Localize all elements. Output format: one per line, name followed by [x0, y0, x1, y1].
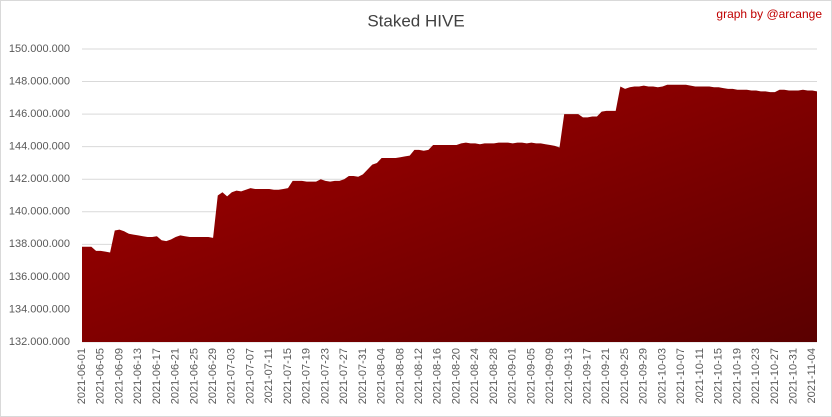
x-tick-label: 2021-08-04 — [376, 348, 388, 404]
x-tick-label: 2021-06-13 — [132, 348, 144, 404]
x-tick-label: 2021-06-09 — [113, 348, 125, 404]
x-tick-label: 2021-10-19 — [731, 348, 743, 404]
x-tick-label: 2021-10-23 — [750, 348, 762, 404]
chart-title: Staked HIVE — [367, 11, 464, 30]
annotation: graph by @arcange — [716, 7, 822, 21]
x-tick-label: 2021-07-27 — [338, 348, 350, 404]
x-tick-label: 2021-07-03 — [226, 348, 238, 404]
y-tick-label: 144.000.000 — [9, 141, 70, 153]
y-tick-label: 142.000.000 — [9, 173, 70, 185]
x-tick-label: 2021-09-01 — [507, 348, 519, 404]
y-tick-label: 136.000.000 — [9, 271, 70, 283]
x-tick-label: 2021-06-29 — [207, 348, 219, 404]
x-tick-label: 2021-06-21 — [170, 348, 182, 404]
x-tick-label: 2021-06-05 — [95, 348, 107, 404]
x-tick-label: 2021-07-07 — [244, 348, 256, 404]
x-tick-label: 2021-10-03 — [656, 348, 668, 404]
x-tick-label: 2021-07-31 — [357, 348, 369, 404]
x-tick-label: 2021-08-08 — [394, 348, 406, 404]
x-tick-label: 2021-09-13 — [563, 348, 575, 404]
x-tick-label: 2021-09-05 — [525, 348, 537, 404]
x-tick-label: 2021-10-11 — [694, 348, 706, 403]
x-tick-label: 2021-09-25 — [619, 348, 631, 404]
x-tick-label: 2021-10-27 — [769, 348, 781, 404]
y-tick-label: 146.000.000 — [9, 108, 70, 120]
x-tick-label: 2021-08-12 — [413, 348, 425, 404]
x-tick-label: 2021-07-23 — [319, 348, 331, 404]
x-tick-label: 2021-08-28 — [488, 348, 500, 404]
area — [82, 84, 817, 343]
x-tick-label: 2021-08-16 — [432, 348, 444, 404]
y-tick-label: 148.000.000 — [9, 75, 70, 87]
y-tick-label: 134.000.000 — [9, 303, 70, 315]
x-tick-label: 2021-09-29 — [638, 348, 650, 404]
x-tick-label: 2021-10-15 — [713, 348, 725, 404]
x-tick-label: 2021-06-17 — [151, 348, 163, 404]
y-tick-label: 150.000.000 — [9, 43, 70, 55]
x-tick-label: 2021-11-04 — [806, 348, 818, 403]
x-tick-label: 2021-09-09 — [544, 348, 556, 404]
x-tick-label: 2021-07-15 — [282, 348, 294, 404]
x-tick-label: 2021-09-21 — [600, 348, 612, 404]
x-tick-label: 2021-06-25 — [188, 348, 200, 404]
y-tick-label: 140.000.000 — [9, 206, 70, 218]
x-tick-label: 2021-06-01 — [76, 348, 88, 404]
y-tick-label: 132.000.000 — [9, 336, 70, 348]
x-tick-label: 2021-10-07 — [675, 348, 687, 404]
y-tick-label: 138.000.000 — [9, 238, 70, 250]
x-tick-label: 2021-07-19 — [301, 348, 313, 404]
x-tick-label: 2021-09-17 — [582, 348, 594, 404]
x-tick-label: 2021-07-11 — [263, 348, 275, 403]
x-tick-label: 2021-08-24 — [469, 348, 481, 404]
x-tick-label: 2021-08-20 — [450, 348, 462, 404]
x-tick-label: 2021-10-31 — [787, 348, 799, 404]
